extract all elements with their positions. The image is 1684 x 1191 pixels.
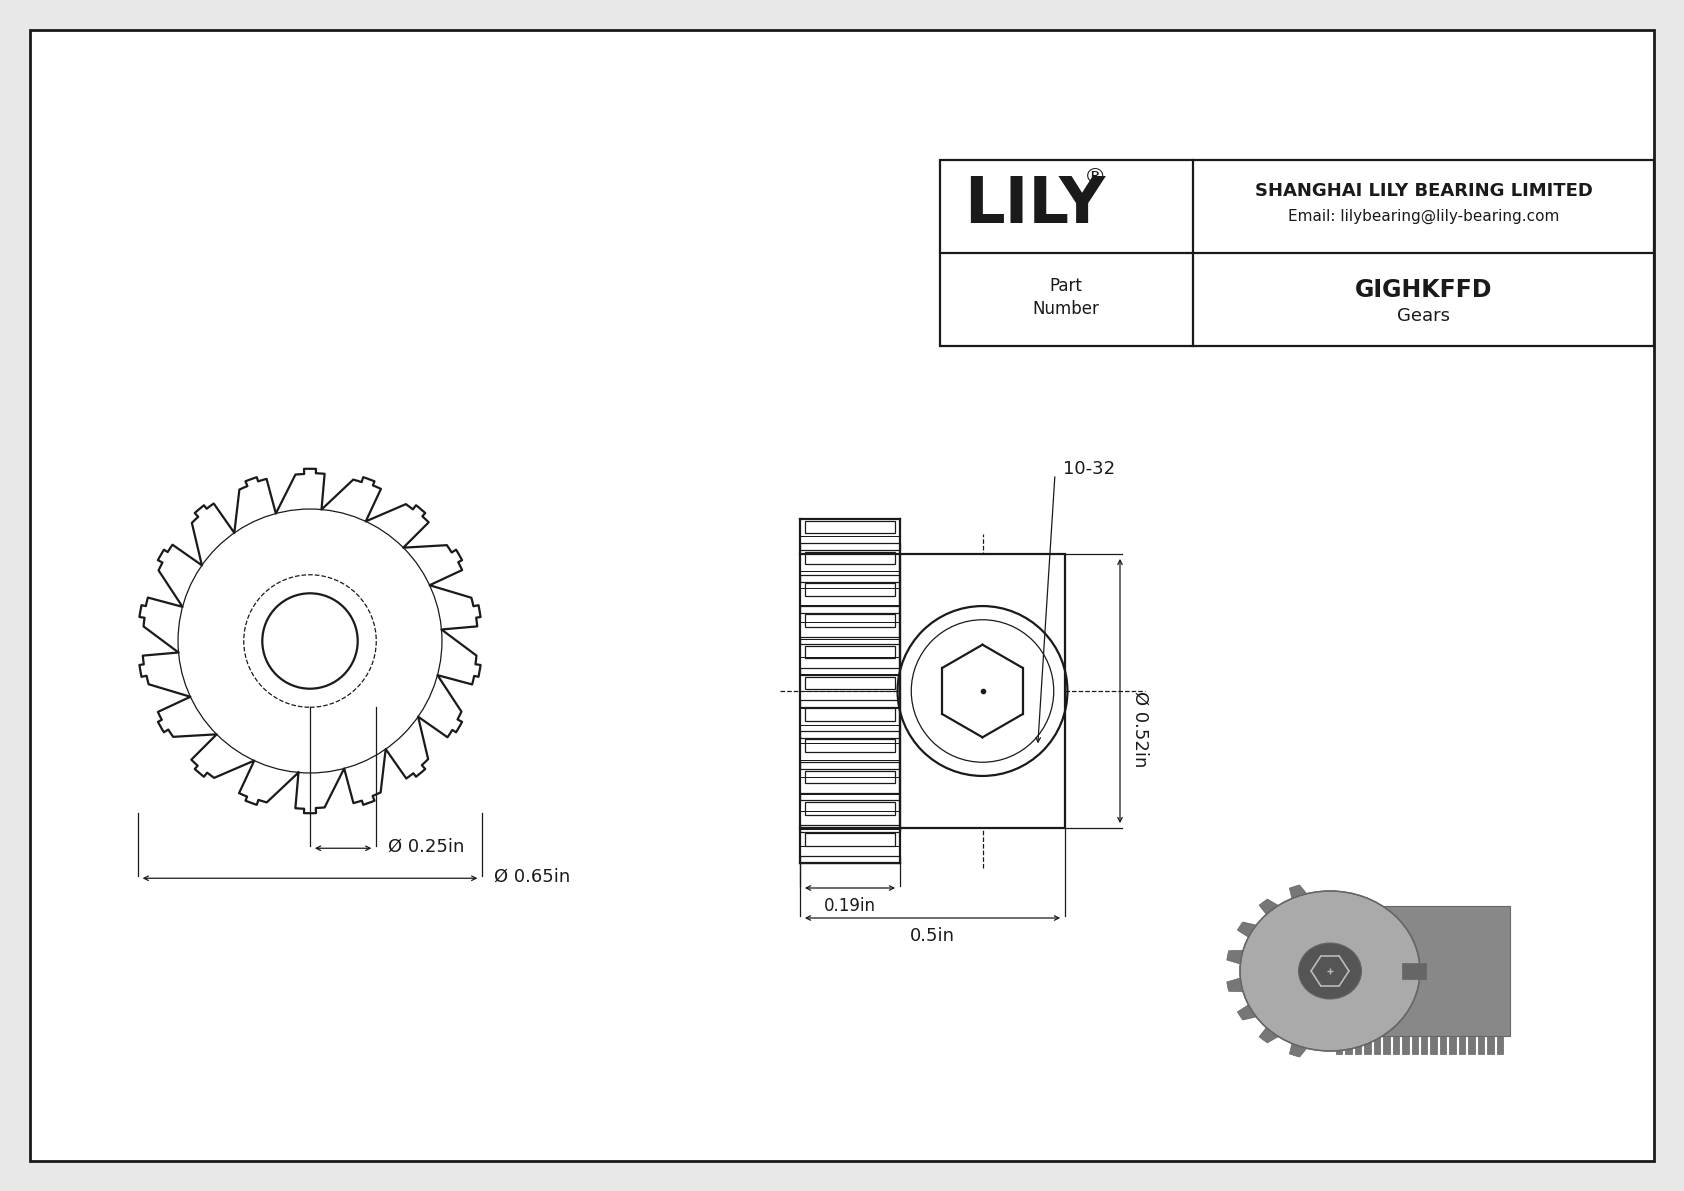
Polygon shape	[1290, 885, 1307, 898]
Bar	[1450, 1036, 1455, 1054]
Text: 0.19in: 0.19in	[823, 897, 876, 915]
Bar	[805, 834, 894, 846]
Bar	[805, 584, 894, 596]
Text: SHANGHAI LILY BEARING LIMITED: SHANGHAI LILY BEARING LIMITED	[1255, 182, 1593, 200]
Bar	[1468, 1036, 1475, 1054]
Polygon shape	[1260, 1028, 1278, 1043]
Bar	[805, 520, 894, 534]
Bar	[805, 551, 894, 565]
Polygon shape	[1238, 1005, 1256, 1019]
Bar	[1364, 1036, 1371, 1054]
Text: ®: ®	[1084, 167, 1106, 187]
Bar	[800, 824, 899, 831]
Bar	[1411, 1036, 1418, 1054]
Polygon shape	[1290, 1043, 1307, 1058]
Bar	[805, 676, 894, 690]
Text: Ø 0.52in: Ø 0.52in	[1132, 691, 1148, 767]
Ellipse shape	[1298, 943, 1361, 999]
Text: 10-32: 10-32	[1063, 460, 1115, 478]
Bar	[800, 668, 899, 675]
Bar	[1374, 1036, 1381, 1054]
Bar	[1440, 1036, 1447, 1054]
Bar	[899, 554, 1064, 828]
Polygon shape	[1226, 978, 1243, 992]
Bar	[800, 543, 899, 550]
Text: Part
Number: Part Number	[1032, 276, 1100, 318]
Text: Email: lilybearing@lily-bearing.com: Email: lilybearing@lily-bearing.com	[1288, 210, 1559, 224]
Polygon shape	[1260, 899, 1278, 915]
Bar	[805, 802, 894, 815]
Ellipse shape	[1239, 891, 1420, 1050]
Bar	[805, 615, 894, 626]
Polygon shape	[1226, 950, 1243, 964]
Text: Ø 0.65in: Ø 0.65in	[493, 867, 571, 885]
Text: GIGHKFFD: GIGHKFFD	[1354, 279, 1492, 303]
Bar	[800, 762, 899, 769]
Bar	[1356, 1036, 1361, 1054]
Polygon shape	[1238, 922, 1256, 937]
Bar	[1403, 1036, 1408, 1054]
Bar	[1330, 906, 1511, 1036]
Bar	[805, 771, 894, 784]
Bar	[1393, 1036, 1399, 1054]
Bar	[800, 637, 899, 644]
Bar	[1458, 1036, 1465, 1054]
Bar	[805, 646, 894, 659]
Bar	[800, 699, 899, 706]
Bar	[1497, 1036, 1504, 1054]
Bar	[800, 856, 899, 863]
Bar	[1346, 1036, 1352, 1054]
Text: Gears: Gears	[1398, 307, 1450, 325]
Bar	[800, 731, 899, 738]
Bar	[1477, 1036, 1484, 1054]
Bar	[805, 740, 894, 752]
Bar	[805, 709, 894, 721]
Text: 0.5in: 0.5in	[909, 927, 955, 944]
Bar	[1487, 1036, 1494, 1054]
Text: Ø 0.25in: Ø 0.25in	[389, 837, 465, 855]
Bar	[800, 793, 899, 800]
Text: LILY: LILY	[965, 174, 1106, 236]
Bar	[1430, 1036, 1436, 1054]
Bar	[800, 606, 899, 613]
Bar	[800, 574, 899, 581]
Bar	[1383, 1036, 1389, 1054]
Bar	[1335, 1036, 1342, 1054]
Bar	[1421, 1036, 1428, 1054]
Bar	[1403, 964, 1426, 979]
Bar	[940, 160, 1654, 347]
